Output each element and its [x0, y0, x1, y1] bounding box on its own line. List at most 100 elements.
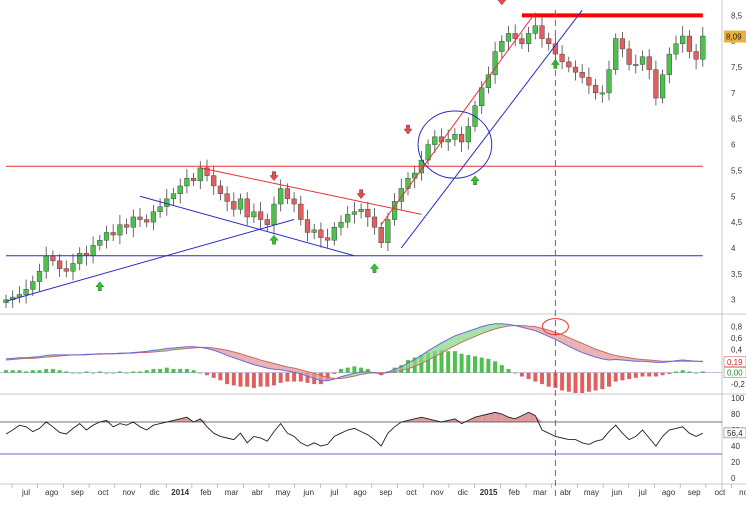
macd-histogram-bar	[231, 372, 236, 386]
candle-up	[532, 25, 538, 34]
macd-histogram-bar	[4, 370, 8, 373]
macd-histogram-bar	[653, 372, 658, 377]
macd-tick-label: -0,2	[731, 380, 745, 389]
candle	[646, 49, 652, 80]
price-panel: 33,544,555,566,577,588,58,09	[0, 0, 746, 490]
candle	[291, 192, 297, 213]
candle-down	[63, 268, 69, 272]
candle	[318, 222, 324, 248]
rsi-overbought-fill	[495, 412, 502, 422]
macd-histogram-bar	[620, 372, 625, 381]
candle	[653, 60, 659, 106]
macd-histogram-bar	[573, 372, 578, 393]
x-month-label: dic	[458, 488, 468, 497]
candle-up	[351, 211, 358, 215]
candle	[284, 183, 291, 205]
x-month-label: nov	[431, 488, 444, 497]
arrow-shape	[269, 171, 279, 181]
x-month-label: ago	[45, 488, 59, 497]
candle-up	[666, 53, 672, 75]
x-month-label: sep	[688, 488, 701, 497]
candle-up	[184, 177, 190, 187]
rsi-tick-label: 40	[731, 442, 740, 451]
macd-histogram-bar	[24, 371, 29, 373]
candle	[432, 130, 438, 153]
macd-fill	[448, 335, 455, 350]
macd-histogram-bar	[560, 372, 565, 391]
macd-histogram-bar	[493, 361, 498, 373]
candle-up	[251, 211, 257, 218]
candle	[217, 179, 224, 201]
arrow-shape	[356, 189, 366, 200]
macd-histogram-bar	[452, 351, 457, 373]
macd-histogram-bar	[513, 372, 518, 374]
candle-up	[499, 40, 505, 52]
flag-bottom-line	[139, 195, 355, 257]
x-month-label: ago	[662, 488, 676, 497]
macd-histogram-bar	[91, 372, 96, 374]
macd-histogram-bar	[184, 368, 189, 373]
x-month-label: feb	[509, 488, 521, 497]
candle	[378, 222, 384, 248]
macd-histogram-bar	[446, 351, 451, 373]
macd-histogram-bar	[158, 368, 163, 373]
candle	[77, 247, 83, 271]
candle-up	[452, 134, 458, 140]
candle-down	[284, 188, 291, 200]
x-month-label: may	[275, 488, 290, 497]
candle-up	[639, 56, 646, 65]
macd-signal-label: 0,19	[727, 358, 743, 367]
candle-up	[170, 193, 177, 200]
candle-up	[338, 221, 344, 228]
x-month-label: feb	[200, 488, 212, 497]
macd-fill	[528, 326, 536, 331]
macd-histogram-bar	[359, 367, 364, 373]
candle	[123, 218, 130, 235]
candle	[546, 32, 552, 51]
candle-down	[318, 229, 324, 238]
macd-histogram-bar	[479, 357, 484, 373]
candle-down	[579, 72, 585, 78]
candle-up	[479, 87, 485, 107]
candle-up	[505, 33, 512, 42]
candle	[190, 173, 197, 186]
rsi-tick-label: 20	[731, 458, 740, 467]
macd-histogram-bar	[238, 372, 243, 387]
macd-fill	[401, 362, 408, 371]
price-tick-label: 5	[731, 192, 736, 201]
rsi-overbought-fill	[521, 412, 529, 422]
rsi-overbought-fill	[528, 412, 536, 422]
x-month-label: oct	[715, 488, 726, 497]
candle	[566, 56, 572, 73]
candle-down	[298, 203, 304, 220]
candle-up	[660, 74, 666, 99]
x-month-label: oct	[406, 488, 417, 497]
candle-down	[57, 260, 63, 269]
arrow-up-icon	[369, 263, 380, 273]
candle	[680, 26, 686, 53]
macd-histogram-bar	[466, 354, 471, 373]
macd-fill	[260, 360, 268, 369]
overlay	[541, 10, 569, 500]
arrow-down-icon	[356, 189, 366, 200]
candle-up	[680, 35, 686, 44]
macd-histogram-bar	[325, 372, 330, 381]
macd-fill	[588, 346, 596, 358]
candle	[36, 263, 43, 292]
candle	[258, 201, 264, 229]
price-tick-label: 3,5	[731, 270, 743, 279]
candle	[271, 196, 277, 235]
long-support-trend-line	[5, 219, 295, 302]
candle-up	[237, 198, 244, 210]
macd-histogram-bar	[593, 372, 598, 391]
candle	[30, 275, 36, 297]
candle	[150, 205, 157, 231]
candle	[626, 40, 632, 71]
candle-down	[258, 211, 264, 220]
macd-histogram-bar	[607, 372, 611, 387]
candle	[619, 31, 626, 58]
channel-lower-line	[400, 9, 583, 249]
macd-fill	[575, 340, 583, 353]
macd-histogram-bar	[84, 371, 89, 373]
candle-up	[633, 64, 639, 66]
